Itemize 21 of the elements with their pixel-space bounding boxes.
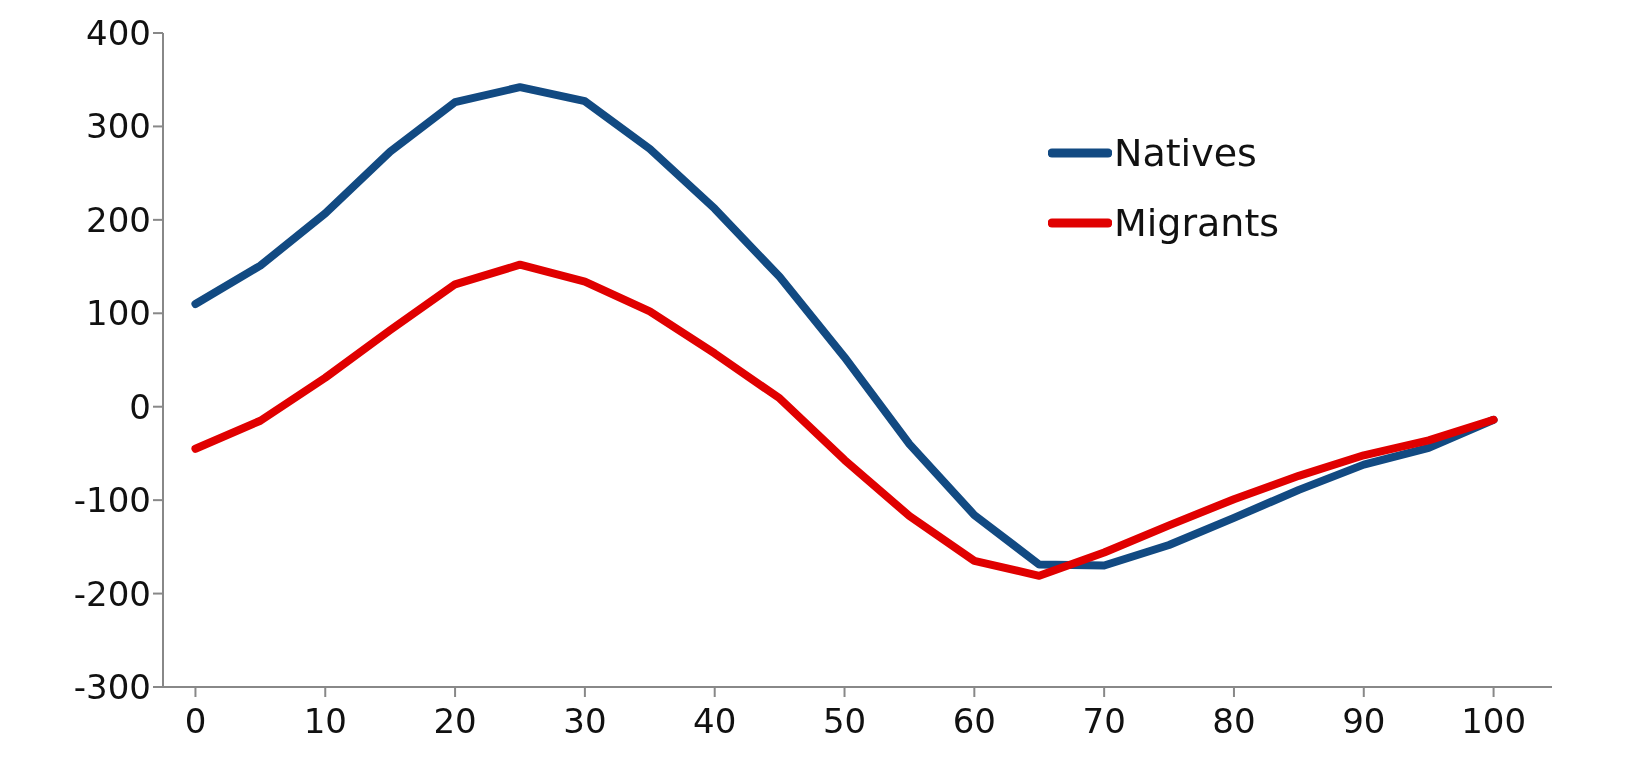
y-tick-label: -200 xyxy=(73,573,151,614)
x-tick-label: 40 xyxy=(693,701,737,742)
x-tick-label: 60 xyxy=(952,701,996,742)
y-tick-label: -300 xyxy=(73,667,151,708)
x-tick-label: 10 xyxy=(303,701,347,742)
x-tick-label: 50 xyxy=(822,701,867,742)
y-tick-label: 300 xyxy=(86,106,151,147)
x-tick-label: 90 xyxy=(1342,701,1386,742)
x-tick-label: 100 xyxy=(1461,701,1527,742)
x-tick-label: 20 xyxy=(433,701,477,742)
legend-label: Natives xyxy=(1114,131,1257,175)
y-tick-label: -100 xyxy=(73,480,151,521)
y-tick-label: 400 xyxy=(86,13,151,54)
x-tick-label: 30 xyxy=(563,701,607,742)
x-tick-label: 80 xyxy=(1212,701,1256,742)
y-tick-label: 200 xyxy=(86,199,151,240)
y-tick-label: 0 xyxy=(129,386,151,427)
y-tick-label: 100 xyxy=(86,293,151,334)
legend-label: Migrants xyxy=(1114,201,1280,245)
x-tick-label: 0 xyxy=(184,701,207,742)
x-tick-label: 70 xyxy=(1082,701,1126,742)
